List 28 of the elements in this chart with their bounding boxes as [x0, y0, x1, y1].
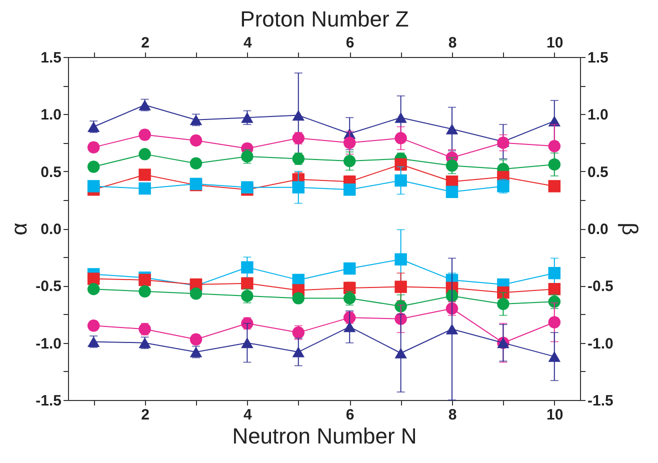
y-tick-label: 0.0: [40, 221, 62, 238]
x-tick-label: 2: [141, 406, 150, 424]
y-tick-label: 0.5: [40, 164, 62, 181]
x2-tick-label: 8: [448, 34, 457, 52]
y-axis-title: α: [6, 222, 32, 236]
x-tick-label: 6: [346, 406, 354, 424]
y2-tick-label: -1.5: [588, 392, 614, 410]
y-tick-label: 1.5: [40, 50, 62, 66]
x2-axis-title: Proton Number Z: [240, 6, 409, 32]
x-tick-label: 4: [244, 406, 253, 424]
y2-tick-label: 1.5: [588, 50, 608, 66]
y2-axis-title: β: [617, 222, 642, 236]
x-tick-label: 8: [448, 406, 457, 424]
y-tick-label: -0.5: [36, 278, 62, 296]
x2-tick-label: 10: [546, 34, 564, 52]
y2-tick-label: 0.5: [588, 164, 608, 181]
y2-tick-label: -1.0: [588, 335, 614, 352]
y-tick-label: -1.5: [36, 392, 62, 410]
y-tick-label: -1.0: [36, 335, 62, 352]
y2-tick-label: 1.0: [588, 106, 608, 124]
x-axis-title: Neutron Number N: [232, 424, 417, 448]
x-tick-label: 10: [546, 406, 564, 424]
x2-tick-label: 4: [244, 34, 253, 52]
x2-tick-label: 6: [346, 34, 354, 52]
y2-tick-label: -0.5: [588, 278, 614, 296]
y2-tick-label: 0.0: [588, 221, 608, 238]
x2-tick-label: 2: [141, 34, 150, 52]
y-tick-label: 1.0: [40, 106, 62, 124]
